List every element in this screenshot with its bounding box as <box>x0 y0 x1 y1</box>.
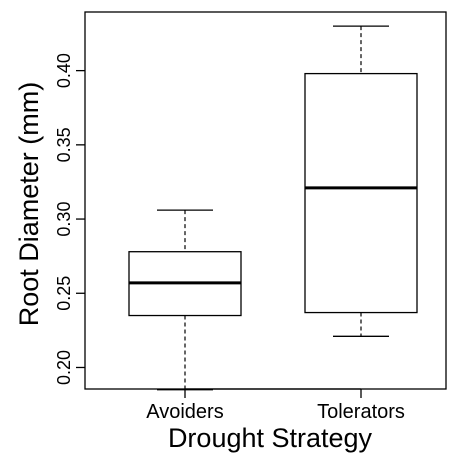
x-tick-label: Avoiders <box>146 401 223 423</box>
box-avoiders <box>128 209 242 391</box>
y-tick-label: 0.30 <box>54 202 74 237</box>
box-series <box>128 25 418 391</box>
box-tolerators <box>304 25 418 337</box>
x-axis: Avoiders Tolerators <box>146 388 405 423</box>
y-tick-label: 0.25 <box>54 276 74 311</box>
y-tick-label: 0.40 <box>54 53 74 88</box>
x-tick-label: Tolerators <box>317 401 405 423</box>
y-axis-title: Root Diameter (mm) <box>14 82 44 327</box>
box-iqr <box>304 72 418 314</box>
y-axis: 0.20 0.25 0.30 0.35 0.40 <box>54 53 85 385</box>
y-tick-label: 0.20 <box>54 350 74 385</box>
y-tick-label: 0.35 <box>54 127 74 162</box>
x-axis-title: Drought Strategy <box>168 423 373 453</box>
